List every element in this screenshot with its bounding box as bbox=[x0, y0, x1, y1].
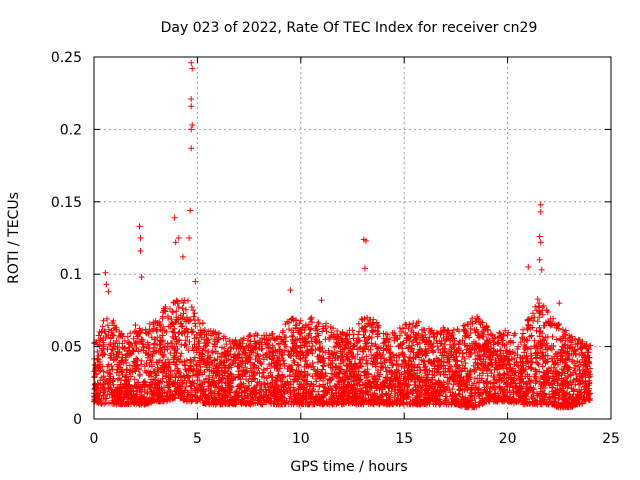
roti-outlier-point bbox=[187, 207, 194, 214]
y-tick-label: 0.05 bbox=[51, 340, 82, 356]
roti-outlier-point bbox=[188, 103, 195, 110]
roti-outlier-point bbox=[188, 59, 195, 66]
y-tick-label: 0.2 bbox=[60, 122, 82, 138]
roti-outlier-point bbox=[188, 145, 195, 152]
roti-outlier-point bbox=[172, 239, 179, 246]
roti-outlier-point bbox=[361, 265, 368, 272]
roti-outlier-point bbox=[318, 297, 325, 304]
roti-outlier-point bbox=[525, 263, 532, 270]
roti-outlier-point bbox=[537, 239, 544, 246]
chart-title: Day 023 of 2022, Rate Of TEC Index for r… bbox=[161, 20, 538, 36]
roti-outlier-point bbox=[536, 233, 543, 240]
x-tick-label: 0 bbox=[90, 431, 99, 447]
plot-frame bbox=[93, 56, 612, 420]
y-axis-label: ROTI / TECUs bbox=[6, 192, 22, 284]
x-axis-label: GPS time / hours bbox=[290, 459, 407, 475]
y-tick-label: 0.1 bbox=[60, 267, 82, 283]
roti-outlier-point bbox=[192, 278, 199, 285]
roti-outlier-point bbox=[188, 126, 195, 133]
roti-outlier-point bbox=[137, 248, 144, 255]
roti-outlier-point bbox=[171, 214, 178, 221]
roti-outlier-point bbox=[538, 266, 545, 273]
x-tick-label: 25 bbox=[602, 431, 620, 447]
roti-outlier-point bbox=[537, 208, 544, 215]
roti-outlier-point bbox=[189, 65, 196, 72]
roti-outlier-point bbox=[179, 253, 186, 260]
roti-outlier-point bbox=[362, 237, 369, 244]
x-tick-label: 15 bbox=[395, 431, 413, 447]
roti-outlier-point bbox=[537, 201, 544, 208]
roti-outlier-point bbox=[105, 288, 112, 295]
x-tick-label: 20 bbox=[499, 431, 517, 447]
roti-outlier-point bbox=[103, 281, 110, 288]
x-tick-label: 10 bbox=[292, 431, 310, 447]
roti-outlier-point bbox=[138, 274, 145, 281]
roti-outlier-point bbox=[556, 300, 563, 307]
roti-outlier-point bbox=[188, 95, 195, 102]
axis-ticks: 0 5 10 15 20 25 0 0.05 0.1 0.15 0.2 0.25 bbox=[51, 50, 620, 447]
data-points bbox=[91, 59, 594, 411]
roti-outlier-point bbox=[189, 122, 196, 129]
roti-outlier-point bbox=[137, 235, 144, 241]
roti-outlier-point bbox=[287, 287, 294, 294]
y-tick-label: 0.15 bbox=[51, 195, 82, 211]
roti-outlier-point bbox=[536, 256, 543, 263]
roti-outlier-point bbox=[186, 235, 193, 241]
y-tick-label: 0 bbox=[73, 412, 82, 428]
roti-outlier-point bbox=[102, 269, 109, 276]
roti-outlier-point bbox=[175, 235, 182, 241]
x-tick-label: 5 bbox=[193, 431, 202, 447]
roti-outlier-point bbox=[136, 223, 143, 230]
y-tick-label: 0.25 bbox=[51, 50, 82, 66]
